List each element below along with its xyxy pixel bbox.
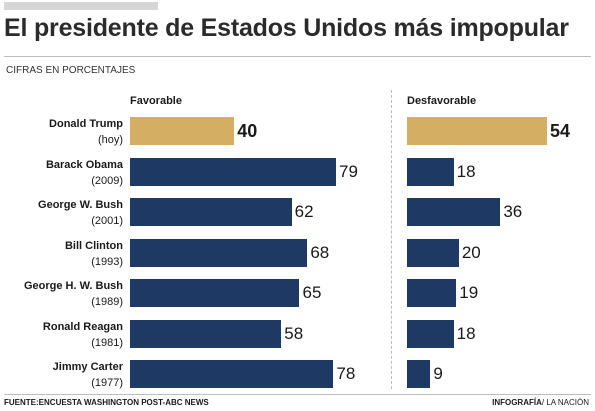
- favorable-value: 79: [339, 161, 358, 181]
- credit-label: INFOGRAFÍA: [492, 398, 542, 407]
- president-name: Jimmy Carter: [52, 361, 123, 373]
- favorable-bar: [130, 157, 336, 186]
- favorable-bar: [130, 279, 300, 307]
- favorable-bar: [130, 198, 292, 226]
- president-year: (2001): [91, 215, 123, 227]
- president-name: Bill Clinton: [64, 239, 123, 252]
- president-name: Barack Obama: [45, 158, 123, 171]
- president-year: (2009): [91, 174, 123, 187]
- title-rule: [4, 56, 591, 57]
- desfavorable-value: 18: [456, 323, 476, 343]
- president-year: (1993): [91, 255, 123, 268]
- president-name: Ronald Reagan: [42, 320, 123, 333]
- favorable-value: 65: [302, 283, 322, 302]
- source-label: FUENTE:: [4, 398, 39, 407]
- credit-note: INFOGRAFÍA/ LA NACIÓN: [492, 398, 589, 407]
- desfavorable-bar: [407, 117, 547, 145]
- favorable-value: 78: [336, 364, 356, 383]
- president-name: George W. Bush: [38, 199, 123, 211]
- president-year: (1981): [91, 336, 123, 349]
- desfavorable-bar: [407, 279, 457, 307]
- president-year: (1989): [91, 296, 123, 308]
- desfavorable-bar: [407, 238, 459, 267]
- president-name: George H. W. Bush: [23, 280, 123, 292]
- column-divider: [391, 90, 392, 389]
- source-note: FUENTE:ENCUESTA WASHINGTON POST-ABC NEWS: [4, 398, 209, 407]
- favorable-value: 62: [294, 202, 314, 221]
- favorable-header: Favorable: [130, 95, 182, 107]
- president-year: (1977): [91, 377, 123, 389]
- credit-text: / LA NACIÓN: [541, 398, 589, 407]
- footer-rule: [4, 394, 591, 395]
- desfavorable-value: 9: [433, 364, 443, 383]
- header-accent-bar: [4, 2, 158, 10]
- desfavorable-value: 20: [461, 242, 481, 262]
- favorable-bar: [130, 319, 282, 348]
- desfavorable-header: Desfavorable: [407, 95, 477, 107]
- favorable-value: 68: [310, 242, 330, 262]
- favorable-bar: [130, 238, 308, 267]
- favorable-bar: [130, 117, 235, 145]
- favorable-value: 40: [237, 121, 258, 141]
- desfavorable-bar: [407, 319, 454, 348]
- president-name: Donald Trump: [49, 118, 123, 130]
- source-text: ENCUESTA WASHINGTON POST-ABC NEWS: [38, 398, 209, 407]
- desfavorable-bar: [407, 360, 431, 388]
- favorable-value: 58: [284, 323, 304, 343]
- chart-title: El presidente de Estados Unidos más impo…: [4, 14, 569, 42]
- desfavorable-bar: [407, 198, 501, 226]
- chart-subtitle: CIFRAS EN PORCENTAJES: [6, 65, 136, 76]
- desfavorable-value: 18: [456, 161, 476, 181]
- desfavorable-bar: [407, 157, 454, 186]
- desfavorable-value: 36: [503, 202, 523, 221]
- desfavorable-value: 19: [459, 283, 479, 302]
- favorable-bar: [130, 360, 334, 388]
- president-year: (hoy): [97, 134, 123, 146]
- desfavorable-value: 54: [550, 121, 571, 141]
